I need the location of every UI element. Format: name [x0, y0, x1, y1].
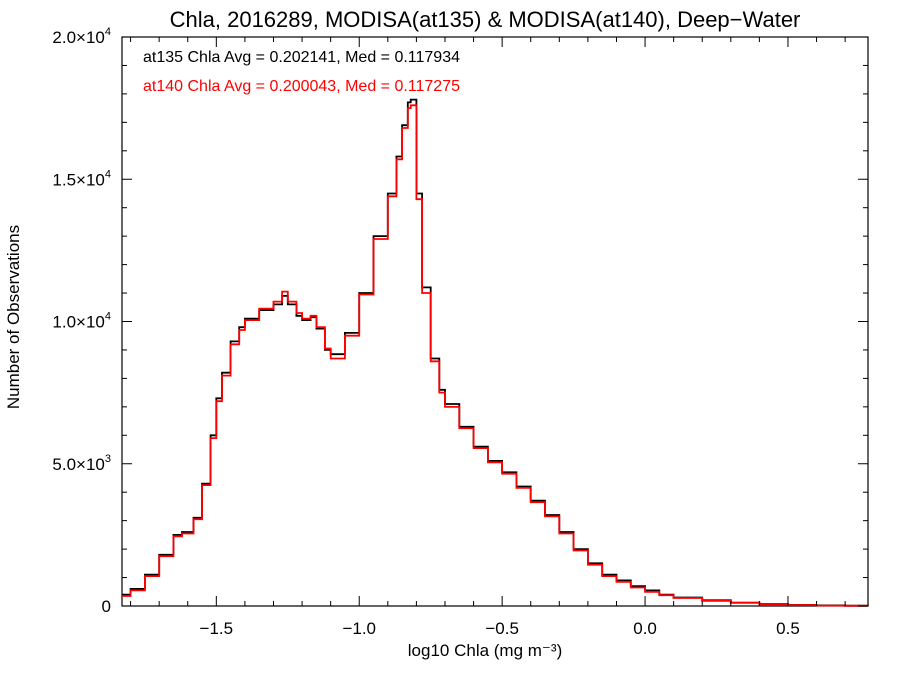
stats-annotations: at135 Chla Avg = 0.202141, Med = 0.11793…: [143, 49, 460, 95]
y-tick-label: 0: [102, 597, 111, 616]
series-0-line: [122, 98, 869, 607]
annotation-1: at140 Chla Avg = 0.200043, Med = 0.11727…: [143, 78, 460, 95]
y-tick-label: 5.0×103: [52, 453, 111, 474]
x-tick-label: −1.5: [200, 619, 234, 638]
series-1-line: [122, 104, 869, 607]
plot-frame: [121, 36, 869, 607]
x-tick-label: −1.0: [342, 619, 376, 638]
y-axis-label: Number of Observations: [4, 225, 23, 409]
y-tick-label: 2.0×104: [52, 26, 111, 47]
x-tick-label: 0.5: [776, 619, 800, 638]
x-axis: −1.5 −1.0 −0.5 0.0 0.5: [130, 37, 846, 638]
y-tick-label: 1.0×104: [52, 311, 111, 332]
y-axis: 0 5.0×103 1.0×104 1.5×104 2.0×104: [52, 26, 868, 616]
x-tick-label: 0.0: [633, 619, 657, 638]
x-tick-label: −0.5: [485, 619, 519, 638]
y-tick-label: 1.5×104: [52, 168, 111, 189]
annotation-0: at135 Chla Avg = 0.202141, Med = 0.11793…: [143, 49, 460, 66]
series-layer: [122, 98, 869, 607]
chart-title: Chla, 2016289, MODISA(at135) & MODISA(at…: [170, 7, 801, 32]
x-axis-label: log10 Chla (mg m⁻³): [408, 641, 562, 660]
